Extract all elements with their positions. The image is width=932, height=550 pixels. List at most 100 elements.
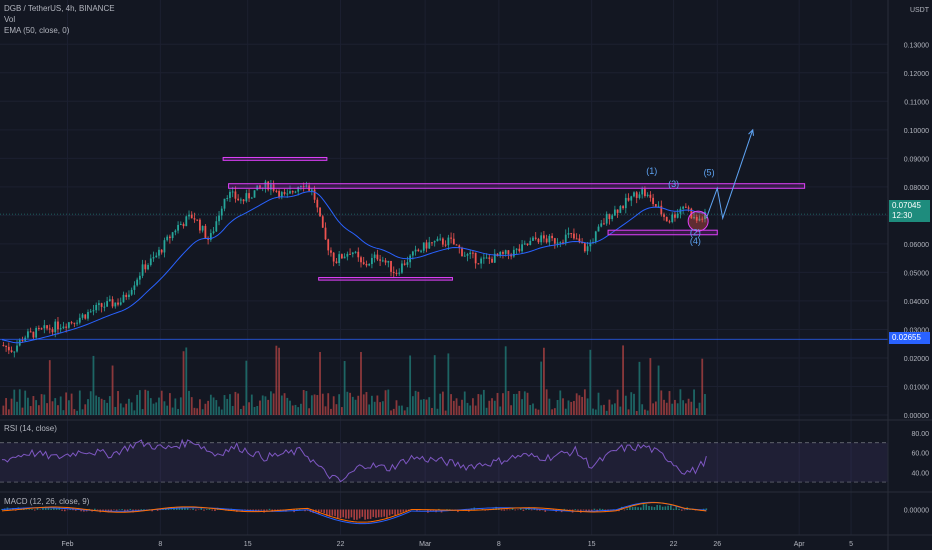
candle-body <box>174 230 177 233</box>
macd-histogram-bar <box>377 509 380 518</box>
volume-bar <box>248 402 250 415</box>
rsi-legend[interactable]: RSI (14, close) <box>4 424 57 433</box>
candle-body <box>379 259 382 261</box>
volume-bar <box>521 399 523 415</box>
candle-body <box>136 279 139 286</box>
volume-bar <box>92 355 95 415</box>
volume-bar <box>616 389 619 415</box>
volume-bar <box>149 398 152 415</box>
candle-body <box>152 257 155 259</box>
macd-histogram-bar <box>50 508 52 510</box>
volume-bar <box>286 397 289 415</box>
volume-bar <box>332 396 335 415</box>
candle-body <box>73 322 76 324</box>
candle-body <box>340 254 343 259</box>
volume-bar <box>84 404 87 415</box>
macd-histogram-bar <box>448 509 451 510</box>
candle-body <box>469 252 472 255</box>
candle-body <box>671 214 674 223</box>
volume-bar <box>147 390 149 415</box>
macd-histogram-bar <box>675 506 678 510</box>
candle-body <box>237 198 240 201</box>
volume-bar <box>472 398 474 415</box>
candle-body <box>294 191 297 193</box>
candle-body <box>646 194 649 196</box>
candle-body <box>218 215 220 222</box>
candle-body <box>638 194 641 198</box>
volume-bar <box>242 405 245 415</box>
volume-bar <box>136 394 139 415</box>
price-candles <box>2 179 706 358</box>
candle-body <box>76 322 78 324</box>
volume-bar <box>583 389 586 415</box>
candle-body <box>395 273 398 275</box>
candle-body <box>474 252 477 264</box>
macd-histogram-bar <box>118 509 121 510</box>
macd-histogram-bar <box>244 509 246 511</box>
macd-histogram-bar <box>375 509 377 518</box>
volume-bar <box>196 408 199 415</box>
candle-body <box>179 224 182 226</box>
candle-body <box>32 331 35 338</box>
macd-histogram-bar <box>577 509 579 511</box>
volume-bar <box>43 394 46 415</box>
macd-histogram-bar <box>195 509 197 511</box>
macd-histogram-bar <box>80 509 82 512</box>
volume-bar <box>461 399 463 415</box>
candle-body <box>373 254 376 258</box>
candle-body <box>149 258 152 265</box>
volume-bar <box>488 400 491 415</box>
volume-bar <box>654 401 657 415</box>
volume-bar <box>633 393 635 415</box>
candle-body <box>158 249 160 256</box>
candle-body <box>141 264 144 276</box>
macd-histogram-bar <box>650 506 653 510</box>
macd-histogram-bar <box>407 509 410 511</box>
volume-bar <box>660 390 663 415</box>
macd-histogram-bar <box>203 509 205 511</box>
chart-legend: DGB / TetherUS, 4h, BINANCE Vol EMA (50,… <box>4 3 115 36</box>
candle-body <box>526 243 529 246</box>
volume-bar <box>168 393 171 415</box>
volume-bar <box>638 361 641 415</box>
volume-bar <box>644 409 646 415</box>
macd-histogram-bar <box>582 509 585 511</box>
symbol-title[interactable]: DGB / TetherUS, 4h, BINANCE <box>4 4 115 13</box>
candle-body <box>70 322 73 324</box>
candle-body <box>100 303 103 307</box>
candle-body <box>330 250 332 253</box>
volume-bar <box>37 405 40 415</box>
candle-body <box>630 196 633 201</box>
candle-body <box>87 312 89 319</box>
volume-bar <box>204 403 207 415</box>
volume-bar <box>360 351 362 415</box>
volume-bar <box>78 390 81 415</box>
volume-bar <box>160 390 163 415</box>
macd-legend[interactable]: MACD (12, 26, close, 9) <box>4 497 90 506</box>
volume-bar <box>368 404 371 415</box>
volume-bar <box>111 365 114 415</box>
volume-bar <box>250 394 253 415</box>
macd-histogram-bar <box>645 504 648 510</box>
volume-bar <box>458 405 461 415</box>
volume-bar <box>201 409 204 415</box>
volume-bar <box>425 399 428 415</box>
volume-bar <box>354 399 357 415</box>
vol-legend[interactable]: Vol <box>4 15 16 24</box>
candle-body <box>40 328 43 330</box>
macd-histogram-bar <box>350 509 353 518</box>
macd-histogram-bar <box>656 504 658 510</box>
candle-body <box>270 184 272 190</box>
ema-legend[interactable]: EMA (50, close, 0) <box>4 26 70 35</box>
candle-body <box>346 253 349 257</box>
candle-body <box>92 310 95 312</box>
candle-body <box>605 213 608 224</box>
volume-bar <box>24 390 27 415</box>
wave-label: (3) <box>668 179 679 189</box>
chart-grid <box>0 0 888 535</box>
price-tick-label: 0.09000 <box>904 156 929 163</box>
volume-bar <box>144 389 147 415</box>
rsi-pane <box>0 438 888 483</box>
macd-histogram-bar <box>506 509 508 511</box>
